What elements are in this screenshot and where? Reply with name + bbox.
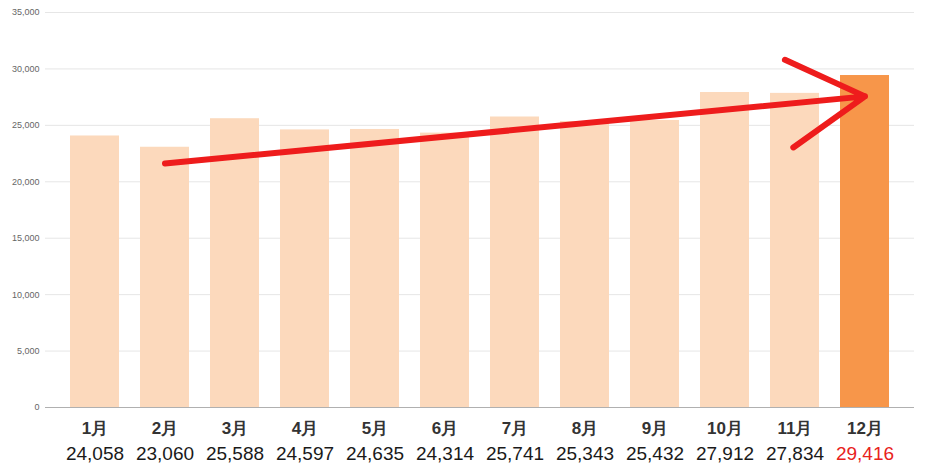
svg-text:27,912: 27,912 <box>696 443 754 464</box>
svg-text:15,000: 15,000 <box>12 233 40 243</box>
svg-text:25,000: 25,000 <box>12 120 40 130</box>
svg-text:24,597: 24,597 <box>276 443 334 464</box>
svg-text:24,058: 24,058 <box>66 443 124 464</box>
svg-text:6月: 6月 <box>432 419 458 438</box>
svg-text:7月: 7月 <box>502 419 528 438</box>
svg-text:5月: 5月 <box>362 419 388 438</box>
svg-text:12月: 12月 <box>847 419 883 438</box>
svg-text:1月: 1月 <box>82 419 108 438</box>
svg-text:35,000: 35,000 <box>12 7 40 17</box>
svg-text:25,432: 25,432 <box>626 443 684 464</box>
svg-text:8月: 8月 <box>572 419 598 438</box>
svg-text:10,000: 10,000 <box>12 290 40 300</box>
svg-text:4月: 4月 <box>292 419 318 438</box>
svg-text:10月: 10月 <box>707 419 743 438</box>
svg-text:11月: 11月 <box>778 419 813 438</box>
svg-text:0: 0 <box>34 402 39 412</box>
svg-text:25,588: 25,588 <box>206 443 264 464</box>
svg-text:25,343: 25,343 <box>556 443 614 464</box>
svg-text:29,416: 29,416 <box>836 443 894 464</box>
svg-text:27,834: 27,834 <box>766 443 825 464</box>
svg-text:25,741: 25,741 <box>486 443 544 464</box>
svg-text:2月: 2月 <box>152 419 178 438</box>
svg-text:5,000: 5,000 <box>17 346 40 356</box>
svg-text:23,060: 23,060 <box>136 443 194 464</box>
svg-text:24,314: 24,314 <box>416 443 475 464</box>
svg-text:24,635: 24,635 <box>346 443 404 464</box>
svg-text:3月: 3月 <box>222 419 248 438</box>
svg-text:9月: 9月 <box>642 419 668 438</box>
svg-text:20,000: 20,000 <box>12 177 40 187</box>
svg-text:30,000: 30,000 <box>12 64 40 74</box>
